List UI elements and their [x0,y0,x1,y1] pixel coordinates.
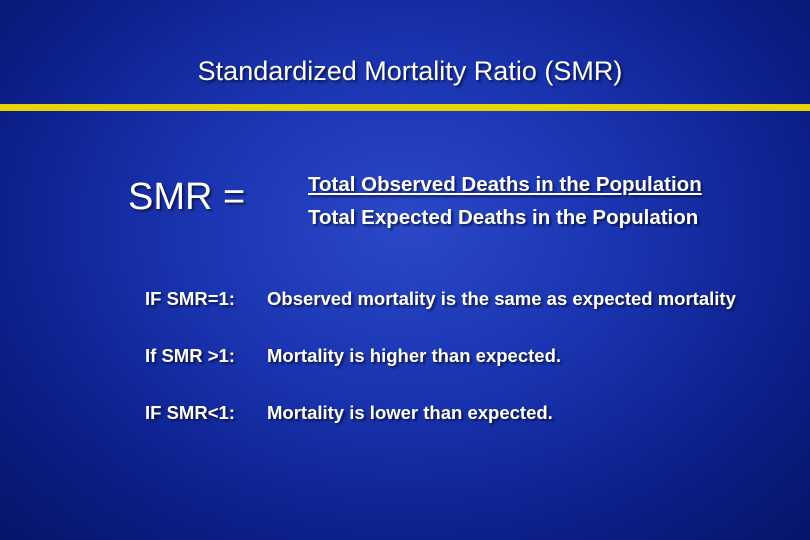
formula-denominator: Total Expected Deaths in the Population [308,206,699,229]
formula-fraction: Total Observed Deaths in the Population … [308,168,702,234]
interpretation-row: IF SMR=1: Observed mortality is the same … [145,288,736,310]
interpretation-condition: IF SMR<1: [145,402,235,423]
formula-lhs: SMR = [128,176,246,218]
slide-title: Standardized Mortality Ratio (SMR) [197,56,623,86]
interpretation-meaning: Observed mortality is the same as expect… [267,288,736,309]
interpretation-row: IF SMR<1: Mortality is lower than expecte… [145,402,553,424]
title-divider [0,104,810,111]
interpretation-row: If SMR >1: Mortality is higher than expec… [145,345,561,367]
interpretation-meaning: Mortality is higher than expected. [267,345,562,366]
interpretation-condition: If SMR >1: [145,345,235,366]
interpretation-meaning: Mortality is lower than expected. [267,402,553,423]
formula-numerator: Total Observed Deaths in the Population [308,173,702,196]
interpretation-condition: IF SMR=1: [145,288,235,309]
